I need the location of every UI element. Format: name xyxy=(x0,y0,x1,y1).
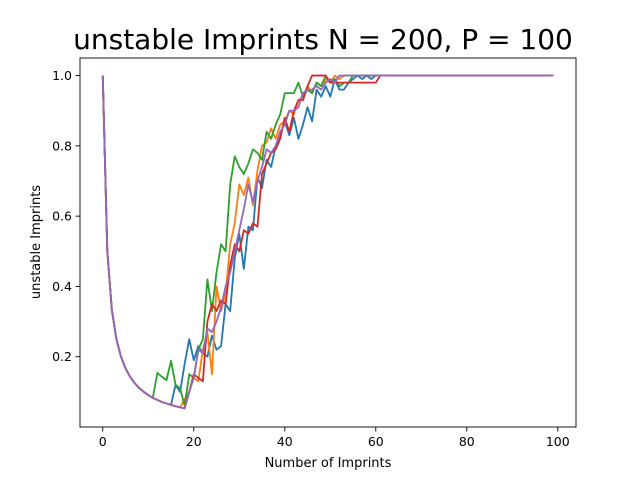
y-tick-label: 1.0 xyxy=(52,68,72,83)
x-tick-label: 0 xyxy=(99,434,107,449)
x-tick-label: 40 xyxy=(277,434,293,449)
series-line-2 xyxy=(101,74,554,409)
x-tick-label: 100 xyxy=(546,434,570,449)
y-tick-label: 0.4 xyxy=(52,279,72,294)
x-tick-label: 20 xyxy=(186,434,202,449)
y-tick-label: 0.2 xyxy=(52,349,72,364)
x-tick-label: 80 xyxy=(459,434,475,449)
axes-layer: 0 20 40 60 80 100 0.2 0.4 0.6 0.8 1.0 xyxy=(52,57,577,449)
series-line-3 xyxy=(101,74,554,407)
series-layer xyxy=(101,74,554,410)
series-line-5 xyxy=(101,74,554,410)
series-line-1 xyxy=(101,74,554,406)
x-axis-label: Number of Imprints xyxy=(265,456,392,471)
y-tick-label: 0.6 xyxy=(52,209,72,224)
chart-title: unstable Imprints N = 200, P = 100 xyxy=(73,23,573,56)
y-tick-label: 0.8 xyxy=(52,138,72,153)
plot-frame xyxy=(79,57,577,428)
y-axis-label: unstable Imprints xyxy=(29,185,44,299)
x-tick-label: 60 xyxy=(368,434,384,449)
series-line-4 xyxy=(101,74,554,410)
